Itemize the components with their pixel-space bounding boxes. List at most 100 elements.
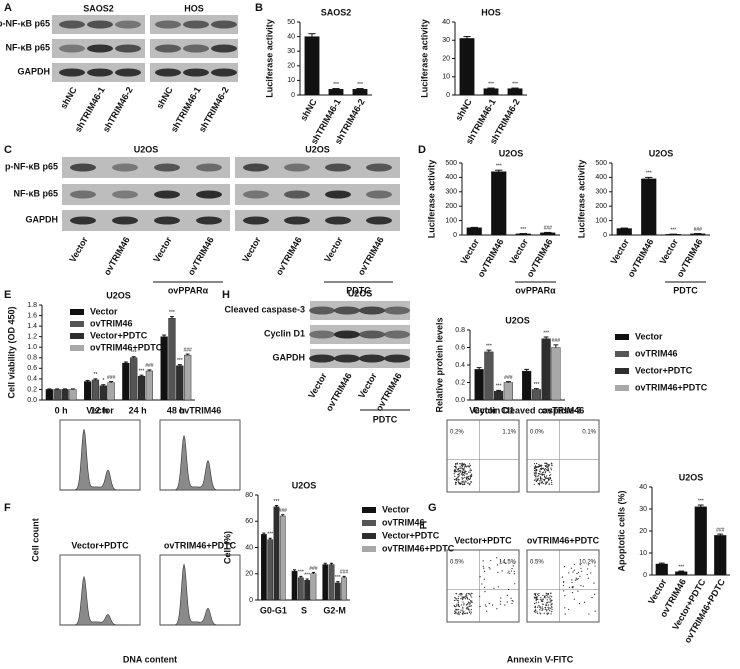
significance: *** [698,498,704,504]
bar [137,376,146,401]
scatter-dot [458,595,460,598]
scatter-dot [546,599,548,601]
scatter-dot [543,612,545,614]
scatter-dot [468,478,471,481]
chart-title: U2OS [679,472,704,482]
significance: ### [552,338,561,344]
scatter-dot [551,464,553,466]
scatter-dot [468,475,470,478]
scatter-dot [546,596,549,598]
scatter-frame [526,549,600,623]
scatter-dot [455,463,457,465]
scatter-dot [464,472,466,474]
bar [291,570,298,601]
scatter-dot [547,612,549,614]
scatter-dot [462,477,464,479]
scatter-dot [536,480,538,482]
panel-title: ovTRIM46 [179,405,222,415]
scatter-dot [563,566,566,568]
scatter-dot [466,593,468,595]
scatter-dot [533,483,535,485]
blot-band [211,68,237,77]
scatter-frame [446,419,520,493]
y-tick-label: 0.6 [455,344,465,351]
significance: *** [131,350,137,356]
lane-label: Vector [306,371,329,400]
scatter-dot [538,463,540,466]
scatter-dot [507,588,510,591]
scatter-dot [568,586,570,588]
lane-label: ovTRIM46 [274,235,304,277]
lane-label: Vector [67,235,90,264]
y-tick-label: 10 [639,550,647,557]
bar [641,178,657,236]
scatter-dot [533,463,536,465]
blot-band [59,44,85,53]
x-tick-label: 24 h [129,405,147,415]
scatter-dot [467,465,470,467]
significance: ### [544,226,553,232]
scatter-dot [513,573,516,575]
legend-swatch [615,351,629,357]
scatter-dot [455,599,457,601]
scatter-dot [551,481,553,484]
scatter-dot [564,607,566,609]
scatter-dot [538,593,540,595]
scatter-dot [461,481,463,483]
bar [273,506,280,601]
scatter-dot [457,471,459,473]
scatter-dot [461,465,464,468]
scatter-dot [539,599,541,601]
scatter-dot [542,474,544,476]
scatter-dot [499,603,501,605]
scatter-dot [538,484,541,486]
bar [304,36,320,96]
scatter-dot [497,571,499,573]
scatter-dot [455,612,457,614]
chart-title: U2OS [292,480,317,490]
scatter-dot [471,600,473,602]
scatter-dot [499,560,502,562]
histogram-frame [159,554,241,626]
blot-band [325,216,351,225]
panel-letter: E [4,289,11,301]
scatter-dot [573,569,575,571]
legend-swatch [615,368,629,374]
chart-title: U2OS [106,290,131,300]
scatter-dot [536,596,539,598]
scatter-dot [455,479,458,481]
scatter-dot [551,599,553,601]
blot-band [155,44,181,53]
scatter-dot [534,603,536,605]
scatter-dot [580,585,582,587]
y-tick-label: 80 [245,492,253,499]
scatter-dot [456,462,458,464]
bar [61,389,69,401]
scatter-dot [454,475,456,477]
scatter-dot [512,600,514,602]
scatter-dot [550,613,552,615]
significance: *** [169,310,175,316]
bar [107,382,115,401]
scatter-dot [511,599,513,602]
scatter-dot [535,597,537,599]
scatter-dot [541,477,543,479]
scatter-dot [534,593,536,596]
y-tick-label: 50 [287,19,295,26]
y-axis-label: Luciferase activity [576,160,586,239]
scatter-dot [481,583,483,585]
chart-title: U2OS [505,315,530,325]
blot-band [334,306,360,315]
y-axis-label: Cell viability (OD 450) [6,306,16,398]
scatter-dot [564,595,566,597]
legend-swatch [70,345,84,351]
blot-band [183,44,209,53]
bar [53,389,61,401]
scatter-dot [544,595,546,598]
y-tick-label: 40 [245,544,253,551]
scatter-dot [493,587,495,589]
scatter-dot [539,606,542,608]
blot-band [196,163,222,172]
scatter-dot [571,579,573,581]
y-tick-label: 200 [595,203,607,210]
